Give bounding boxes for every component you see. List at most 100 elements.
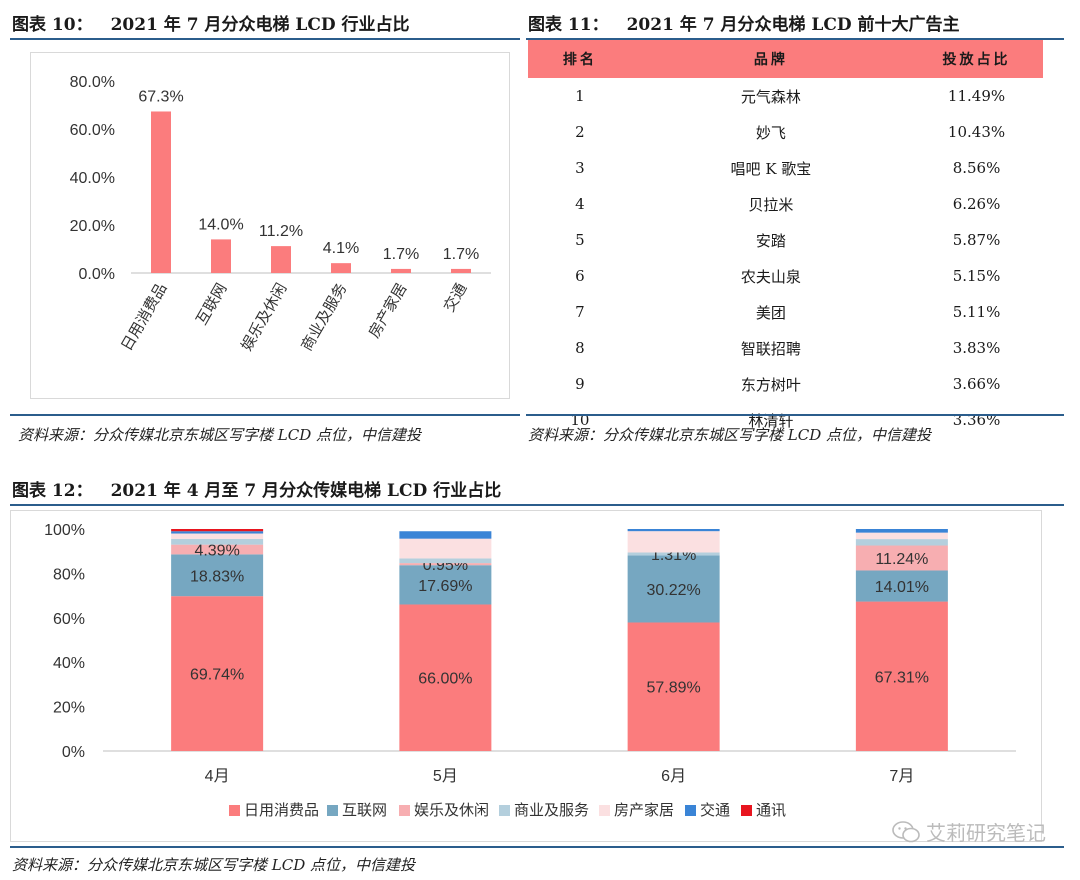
y-tick-label: 80.0% xyxy=(70,74,115,91)
stacked-bar-segment xyxy=(399,563,492,566)
table-row: 5 安踏 5.87% xyxy=(528,222,1043,258)
y-tick-label: 60% xyxy=(53,611,85,628)
legend-label: 日用消费品 xyxy=(244,802,319,819)
fig12-chart-panel: 0% 20% 40% 60% 80% 100% 69.74% 18.83% 4.39% 4月 66.… xyxy=(10,510,1042,842)
data-label: 66.00% xyxy=(418,671,472,688)
stacked-bar-segment xyxy=(171,544,264,555)
stacked-bar-segment xyxy=(855,539,948,546)
table-row: 2 妙飞 10.43% xyxy=(528,114,1043,150)
watermark: 艾莉研究笔记 xyxy=(892,817,1046,846)
data-label: 69.74% xyxy=(190,667,244,684)
cell-share: 3.66% xyxy=(952,375,1001,393)
fig11-advertiser-table: 排名 品牌 投放占比 1 元气森林 11.49% 2 妙飞 10.43% 3 唱吧 K 歌… xyxy=(528,40,1043,438)
fig12-title-number: 图表 12： xyxy=(12,481,93,501)
table-row: 3 唱吧 K 歌宝 8.56% xyxy=(528,150,1043,186)
fig10-title-number: 图表 10： xyxy=(12,15,93,35)
bar xyxy=(151,111,171,273)
fig12-title-text: 2021 年 4 月至 7 月分众传媒电梯 LCD 行业占比 xyxy=(110,481,502,501)
data-label: 67.3% xyxy=(138,88,183,105)
y-tick-label: 100% xyxy=(44,522,85,539)
legend-label: 商业及服务 xyxy=(514,802,589,819)
stacked-bar-segment xyxy=(627,531,720,553)
data-label: 18.83% xyxy=(190,568,244,585)
cell-rank: 1 xyxy=(575,87,585,105)
legend-label: 娱乐及休闲 xyxy=(414,802,489,819)
data-label: 57.89% xyxy=(646,680,700,697)
data-label: 11.2% xyxy=(259,223,303,240)
stacked-bar-segment xyxy=(855,529,948,533)
stacked-bar-segment xyxy=(171,596,264,751)
x-tick-label: 4月 xyxy=(205,768,230,785)
x-tick-label: 6月 xyxy=(661,768,686,785)
data-label: 1.7% xyxy=(383,246,419,263)
bar xyxy=(331,263,351,273)
cell-brand: 安踏 xyxy=(755,231,786,250)
table-row: 8 智联招聘 3.83% xyxy=(528,330,1043,366)
data-label: 4.1% xyxy=(323,240,359,257)
fig10-title-text: 2021 年 7 月分众电梯 LCD 行业占比 xyxy=(110,15,410,35)
legend-swatch xyxy=(599,805,610,816)
legend-label: 通讯 xyxy=(756,802,786,819)
stacked-bar-segment xyxy=(855,545,948,571)
y-tick-label: 40% xyxy=(53,655,85,672)
fig10-title: 图表 10： 2021 年 7 月分众电梯 LCD 行业占比 xyxy=(12,10,410,35)
stacked-bar-segment xyxy=(171,531,264,534)
y-tick-label: 0% xyxy=(62,744,85,761)
stacked-bar-segment xyxy=(171,529,264,532)
cell-rank: 9 xyxy=(575,375,585,393)
x-tick-label: 5月 xyxy=(433,768,458,785)
fig12-bottom-rule xyxy=(10,846,1064,848)
legend-swatch xyxy=(741,805,752,816)
fig12-title: 图表 12： 2021 年 4 月至 7 月分众传媒电梯 LCD 行业占比 xyxy=(12,476,501,501)
cell-share: 5.87% xyxy=(952,231,1001,249)
data-label: 14.01% xyxy=(875,579,929,596)
bar xyxy=(391,268,411,273)
table-row: 4 贝拉米 6.26% xyxy=(528,186,1043,222)
stacked-bar-segment xyxy=(399,538,492,559)
legend-label: 交通 xyxy=(700,801,730,819)
legend-label: 互联网 xyxy=(342,802,387,819)
x-tick-label: 日用消费品 xyxy=(118,281,170,354)
cell-brand: 妙飞 xyxy=(755,123,786,142)
cell-rank: 2 xyxy=(575,123,585,141)
stacked-bar-segment xyxy=(855,532,948,540)
y-tick-label: 0.0% xyxy=(79,266,115,283)
header-rank: 排名 xyxy=(562,52,597,68)
data-label: 67.31% xyxy=(875,669,929,686)
fig10-source: 资料来源：分众传媒北京东城区写字楼 LCD 点位，中信建投 xyxy=(18,426,422,444)
cell-rank: 7 xyxy=(575,303,585,321)
cell-brand: 东方树叶 xyxy=(740,375,801,394)
data-label: 14.0% xyxy=(198,216,243,233)
cell-rank: 3 xyxy=(575,159,585,177)
stacked-bar-segment xyxy=(627,555,720,623)
cell-rank: 5 xyxy=(575,231,585,249)
table-row: 7 美团 5.11% xyxy=(528,294,1043,330)
stacked-bar-segment xyxy=(171,538,264,545)
stacked-bar-segment xyxy=(171,554,264,597)
fig10-title-rule xyxy=(10,38,520,40)
data-label: 4.39% xyxy=(194,543,239,560)
cell-brand: 唱吧 K 歌宝 xyxy=(730,159,812,178)
cell-brand: 美团 xyxy=(755,303,786,322)
fig12-stacked-bar-chart: 0% 20% 40% 60% 80% 100% 69.74% 18.83% 4.39% 4月 66.… xyxy=(44,522,1016,819)
cell-share: 3.83% xyxy=(952,339,1001,357)
header-share: 投放占比 xyxy=(942,52,1011,68)
fig11-title-number: 图表 11： xyxy=(528,15,609,35)
stacked-bar-segment xyxy=(627,529,720,532)
cell-share: 11.49% xyxy=(947,87,1006,105)
legend-label: 房产家居 xyxy=(614,802,674,819)
legend-swatch xyxy=(327,805,338,816)
x-tick-label: 交通 xyxy=(440,280,471,315)
stacked-bar-segment xyxy=(627,552,720,556)
bar xyxy=(211,239,231,273)
legend-swatch xyxy=(499,805,510,816)
bar xyxy=(271,246,291,273)
cell-rank: 4 xyxy=(575,195,585,213)
data-label: 17.69% xyxy=(418,578,472,595)
cell-brand: 智联招聘 xyxy=(740,339,801,358)
y-tick-label: 20% xyxy=(53,700,85,717)
x-tick-label: 7月 xyxy=(889,768,914,785)
stacked-bar-segment xyxy=(627,622,720,751)
y-tick-label: 80% xyxy=(53,566,85,583)
cell-share: 5.11% xyxy=(952,303,1001,321)
